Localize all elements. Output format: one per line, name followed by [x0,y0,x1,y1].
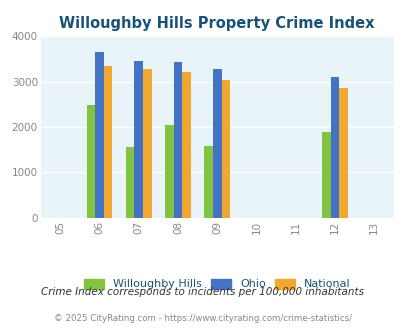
Bar [173,62,182,218]
Bar [104,66,112,218]
Bar [143,69,151,218]
Bar [212,69,221,218]
Bar [204,146,212,218]
Text: Crime Index corresponds to incidents per 100,000 inhabitants: Crime Index corresponds to incidents per… [41,287,364,297]
Title: Willoughby Hills Property Crime Index: Willoughby Hills Property Crime Index [59,16,374,31]
Text: © 2025 CityRating.com - https://www.cityrating.com/crime-statistics/: © 2025 CityRating.com - https://www.city… [54,314,351,323]
Bar [134,61,143,218]
Bar [321,132,330,218]
Bar [164,125,173,218]
Bar [330,77,339,218]
Legend: Willoughby Hills, Ohio, National: Willoughby Hills, Ohio, National [80,274,354,294]
Bar [126,147,134,218]
Bar [95,52,104,218]
Bar [182,72,190,218]
Bar [221,80,230,218]
Bar [339,88,347,218]
Bar [86,105,95,218]
